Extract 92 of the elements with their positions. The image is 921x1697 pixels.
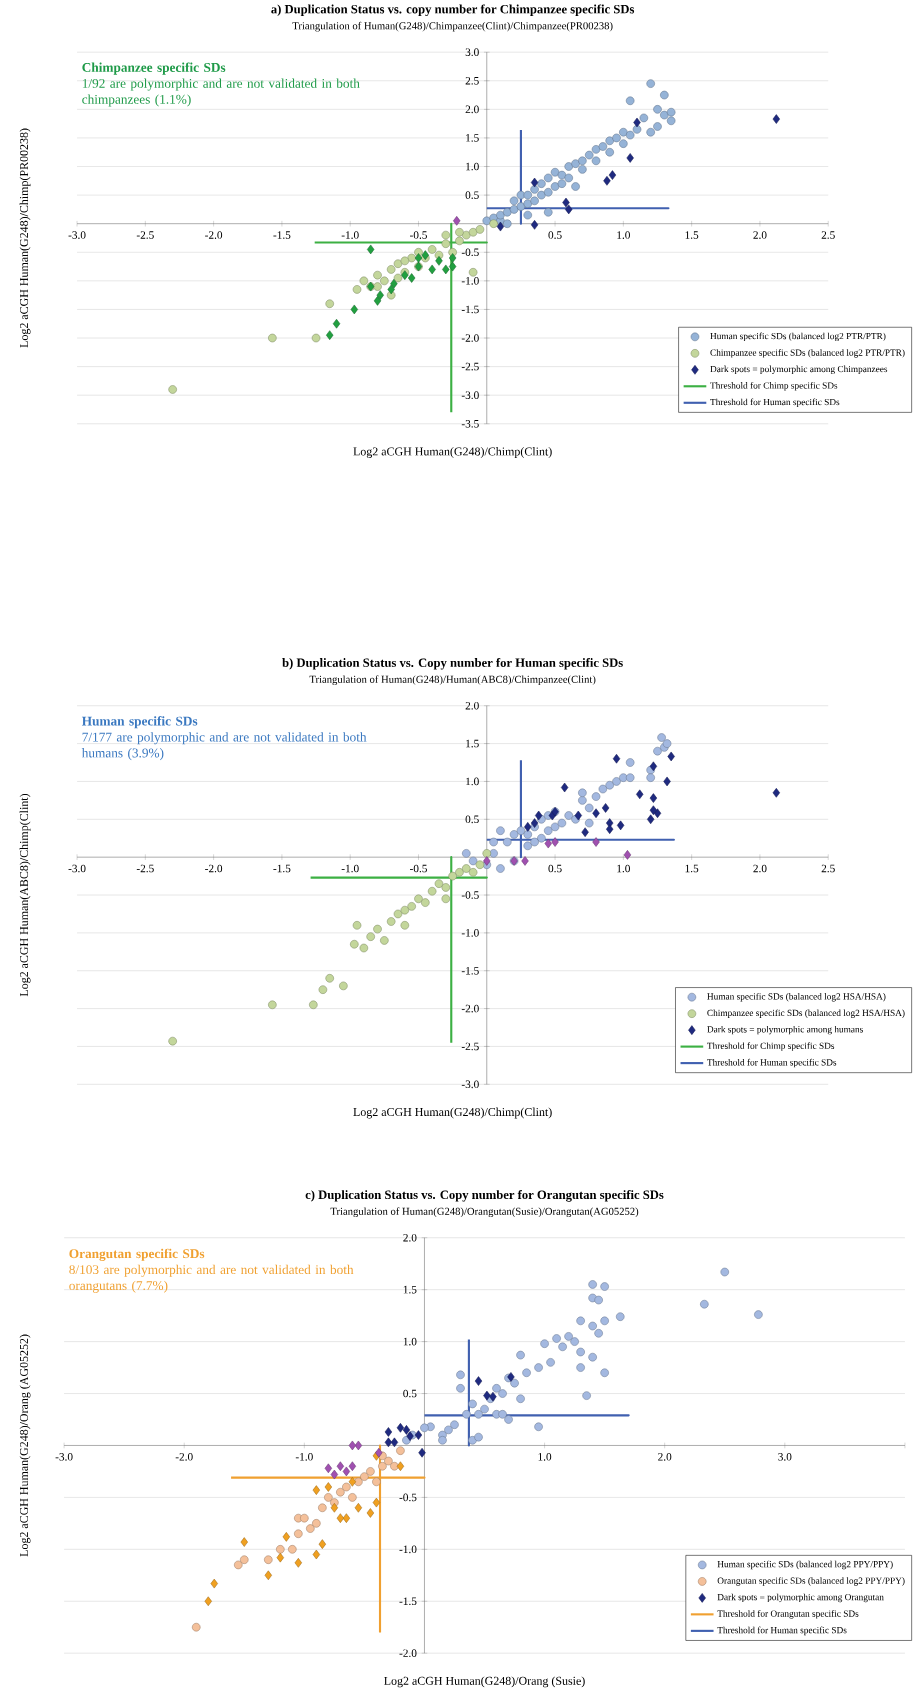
x-tick-label: 2.0 — [658, 1453, 672, 1461]
x-tick-label: -2.5 — [136, 231, 154, 239]
y-tick-label: 3.0 — [465, 48, 479, 57]
y-tick-label: 1.5 — [403, 1285, 417, 1294]
y-tick-label: 1.5 — [466, 739, 479, 748]
y-tick-label: -0.5 — [461, 248, 479, 257]
y-tick-label: -3.0 — [461, 391, 479, 400]
y-tick-label: -1.5 — [399, 1597, 417, 1606]
annotation: Chimpanzee specific SDs — [82, 62, 226, 75]
x-tick-label: -0.5 — [410, 231, 428, 239]
chart-subtitle: Triangulation of Human(G248)/Chimpanzee(Clint)/Chimpanzee(PR00238) — [292, 21, 613, 32]
legend-label: Human specific SDs (balanced log2 PTR/PTR) — [710, 332, 886, 342]
x-tick-label: -0.5 — [410, 864, 428, 873]
annotation: Human specific SDs — [82, 716, 198, 729]
legend-label: Chimpanzee specific SDs (balanced log2 HSA/HSA) — [707, 1009, 905, 1018]
y-tick-label: -3.5 — [461, 419, 479, 428]
x-tick-label: -3.0 — [68, 864, 86, 873]
x-tick-label: -3.0 — [68, 231, 86, 239]
x-tick-label: -2.0 — [175, 1453, 193, 1461]
annotation: 1/92 are polymorphic and are not validated in both chimpanzees (1.1%) — [82, 78, 360, 107]
legend-label: Dark spots = polymorphic among Orangutan — [717, 1593, 884, 1603]
legend-label: Threshold for Chimp specific SDs — [707, 1042, 835, 1051]
x-tick-label: 1.0 — [617, 231, 631, 239]
legend-label: Threshold for Human specific SDs — [707, 1058, 837, 1068]
y-tick-label: 1.5 — [466, 134, 479, 142]
x-tick-label: 2.5 — [821, 864, 835, 873]
y-tick-label: -1.5 — [461, 305, 479, 314]
chart-title: a) Duplication Status vs. copy number for Chimpanzee specific SDs — [271, 4, 635, 17]
x-tick-label: 1.5 — [685, 864, 699, 873]
x-tick-label: 1.0 — [617, 864, 631, 873]
y-tick-label: 2.0 — [465, 105, 479, 114]
x-tick-label: -1.0 — [341, 231, 359, 239]
legend-label: Human specific SDs (balanced log2 HSA/HSA) — [707, 992, 886, 1002]
annotation: 8/103 are polymorphic and are not validated in both orangutans (7.7%) — [69, 1264, 354, 1293]
chart-subtitle: Triangulation of Human(G248)/Human(ABC8)/Chimpanzee(Clint) — [309, 675, 596, 686]
legend-label: Human specific SDs (balanced log2 PPY/PPY) — [717, 1560, 893, 1570]
x-tick-label: 2.0 — [753, 864, 767, 873]
x-tick-label: 0.5 — [548, 864, 562, 873]
x-tick-label: -2.5 — [136, 864, 154, 873]
legend-label: Dark spots = polymorphic among Chimpanzees — [710, 365, 888, 375]
y-tick-label: -3.0 — [461, 1080, 479, 1089]
legend-label: Chimpanzee specific SDs (balanced log2 PTR/PTR) — [710, 349, 905, 358]
legend-label: Threshold for Orangutan specific SDs — [717, 1610, 859, 1619]
x-axis-title: Log2 aCGH Human(G248)/Chimp(Clint) — [353, 1107, 552, 1119]
y-tick-label: 1.0 — [466, 162, 479, 171]
x-tick-label: 1.0 — [538, 1453, 552, 1461]
legend-label: Orangutan specific SDs (balanced log2 PPY/PPY) — [717, 1577, 905, 1586]
y-tick-label: -1.0 — [399, 1545, 417, 1554]
y-tick-label: -2.0 — [461, 334, 479, 342]
y-axis-title: Log2 aCGH Human(G248)/Chimp(PR00238) — [19, 128, 31, 348]
x-tick-label: 3.0 — [778, 1453, 792, 1461]
legend-label: Threshold for Human specific SDs — [717, 1626, 847, 1636]
legend-label: Dark spots = polymorphic among humans — [707, 1025, 863, 1035]
legend-label: Threshold for Chimp specific SDs — [710, 382, 838, 391]
chart-subtitle: Triangulation of Human(G248)/Orangutan(Susie)/Orangutan(AG05252) — [330, 1207, 639, 1218]
x-tick-label: 2.5 — [821, 231, 835, 239]
y-tick-label: 0.5 — [465, 191, 479, 199]
x-tick-label: -2.0 — [205, 231, 223, 239]
x-tick-label: -1.0 — [295, 1453, 313, 1461]
y-tick-label: -2.5 — [461, 362, 479, 371]
x-tick-label: -1.0 — [341, 864, 359, 873]
y-axis-title: Log2 aCGH Human(G248)/Orang (AG05252) — [19, 1334, 31, 1557]
y-tick-label: -1.5 — [461, 966, 479, 975]
y-tick-label: -0.5 — [461, 891, 479, 899]
y-tick-label: 0.5 — [403, 1389, 417, 1398]
legend-label: Threshold for Human specific SDs — [710, 398, 840, 408]
x-tick-label: -2.0 — [205, 864, 223, 873]
x-tick-label: 1.5 — [685, 231, 699, 239]
chart-title: c) Duplication Status vs. Copy number for Orangutan specific SDs — [305, 1189, 664, 1202]
y-tick-label: -2.5 — [461, 1042, 479, 1051]
y-tick-label: 2.5 — [465, 76, 479, 85]
y-tick-label: 1.0 — [403, 1337, 417, 1346]
y-tick-label: 0.5 — [465, 815, 479, 824]
y-tick-label: 2.0 — [465, 701, 479, 710]
y-tick-label: -2.0 — [461, 1004, 479, 1013]
y-tick-label: 1.0 — [466, 777, 479, 786]
y-axis-title: Log2 aCGH Human(ABC8)/Chimp(Clint) — [19, 793, 31, 997]
y-tick-label: -1.0 — [461, 929, 479, 937]
x-tick-label: 0.5 — [548, 231, 562, 239]
annotation: Orangutan specific SDs — [69, 1248, 205, 1261]
y-tick-label: -0.5 — [399, 1493, 417, 1502]
y-tick-label: -1.0 — [461, 277, 479, 285]
x-axis-title: Log2 aCGH Human(G248)/Orang (Susie) — [384, 1676, 585, 1688]
x-tick-label: -1.5 — [273, 231, 291, 239]
x-tick-label: -1.5 — [273, 864, 291, 873]
chart-title: b) Duplication Status vs. Copy number for Human specific SDs — [282, 657, 623, 670]
x-axis-title: Log2 aCGH Human(G248)/Chimp(Clint) — [353, 447, 552, 458]
annotation: 7/177 are polymorphic and are not validated in both humans (3.9%) — [81, 732, 367, 761]
y-tick-label: 2.0 — [403, 1233, 417, 1242]
y-tick-label: -2.0 — [399, 1649, 417, 1658]
x-tick-label: -3.0 — [55, 1453, 73, 1461]
x-tick-label: 2.0 — [753, 231, 767, 239]
